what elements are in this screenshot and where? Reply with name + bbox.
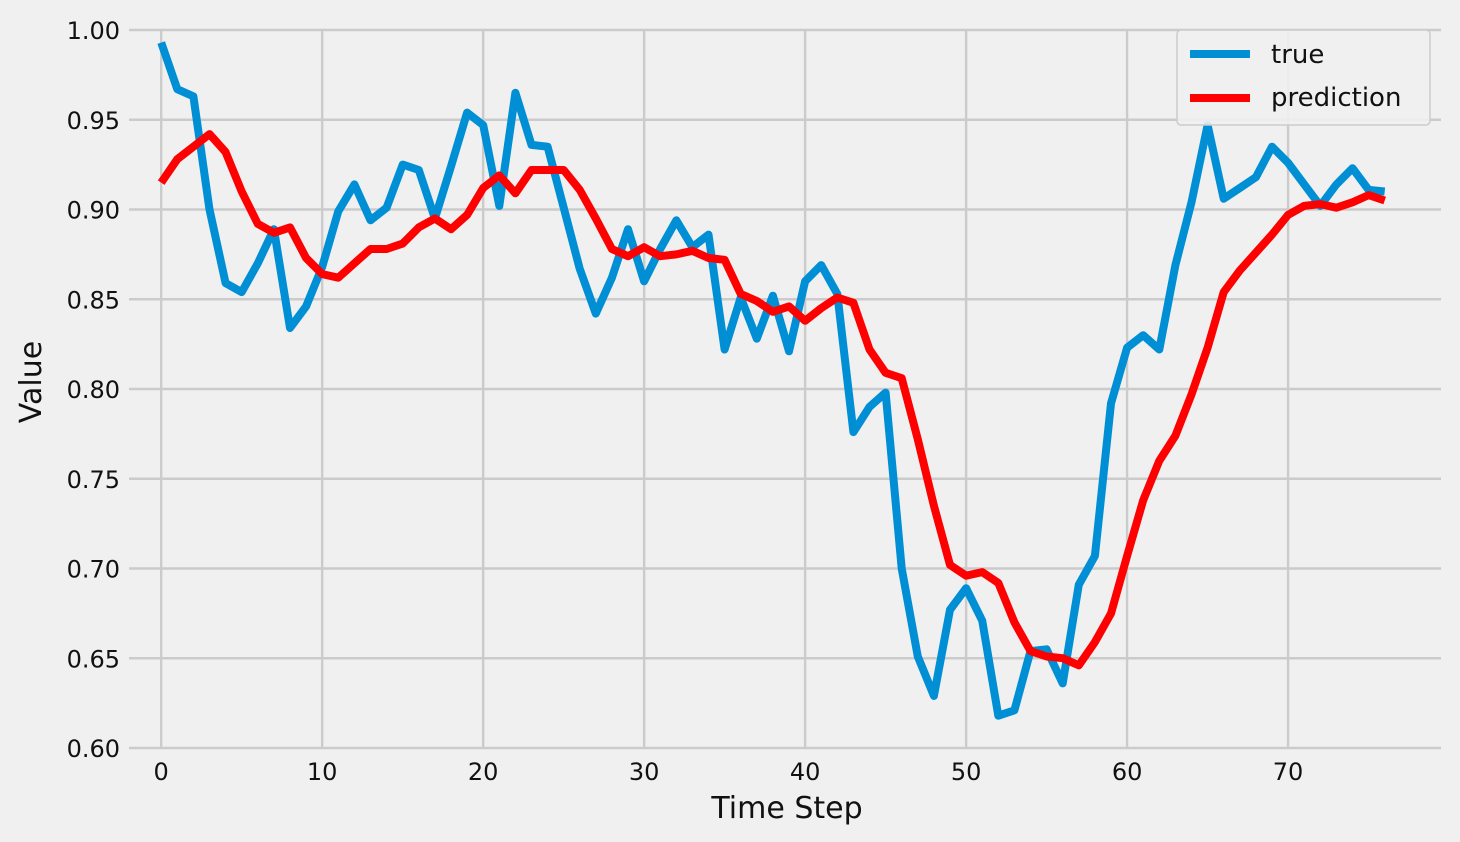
- y-tick-label: 1.00: [67, 17, 120, 45]
- x-axis-ticks: 0 10 20 30 40 50 60 70: [154, 758, 1304, 786]
- series-line-true: [157, 41, 1386, 720]
- y-tick-label: 0.85: [67, 286, 120, 314]
- y-tick-label: 0.95: [67, 107, 120, 135]
- x-axis-title: Time Step: [710, 791, 862, 826]
- legend: true prediction: [1176, 29, 1431, 126]
- x-tick-label: 70: [1273, 758, 1304, 786]
- y-tick-label: 0.80: [67, 376, 120, 404]
- y-axis-ticks: 0.60 0.65 0.70 0.75 0.80 0.85 0.90 0.95 1.00: [67, 17, 120, 763]
- y-tick-label: 0.75: [67, 466, 120, 494]
- x-tick-label: 60: [1112, 758, 1143, 786]
- y-axis-title: Value: [14, 341, 49, 423]
- x-tick-label: 0: [154, 758, 169, 786]
- x-tick-label: 30: [629, 758, 660, 786]
- y-tick-label: 0.60: [67, 735, 120, 763]
- x-tick-label: 50: [951, 758, 982, 786]
- legend-label-true: true: [1271, 40, 1324, 70]
- x-tick-label: 20: [468, 758, 499, 786]
- y-tick-label: 0.70: [67, 556, 120, 584]
- legend-label-prediction: prediction: [1271, 83, 1401, 113]
- x-tick-label: 10: [307, 758, 338, 786]
- y-tick-label: 0.65: [67, 645, 120, 673]
- x-tick-label: 40: [790, 758, 821, 786]
- series-line-prediction: [157, 130, 1386, 670]
- series-lines: [157, 41, 1386, 720]
- y-tick-label: 0.90: [67, 197, 120, 225]
